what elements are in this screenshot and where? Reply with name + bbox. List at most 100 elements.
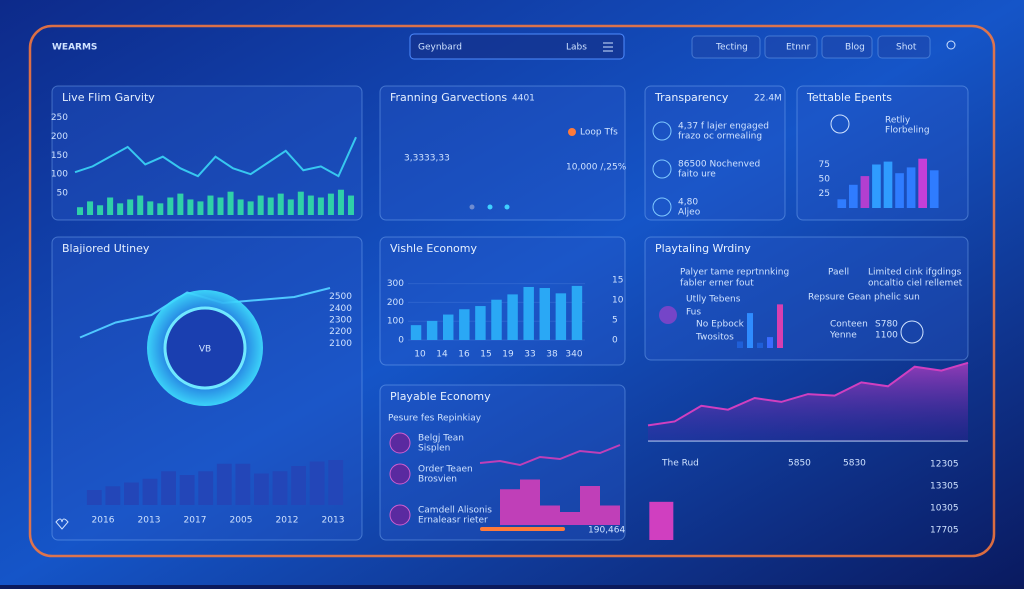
tick-label: 250 (51, 113, 68, 123)
line (74, 136, 357, 178)
item-title: Camdell Alisonis (418, 506, 492, 516)
nav-button[interactable] (821, 35, 873, 59)
bar (124, 482, 139, 505)
search-icon[interactable] (946, 40, 956, 50)
panel-title: Playtaling Wrdiny (655, 242, 751, 255)
bar (442, 314, 454, 340)
search-tag: Labs (566, 43, 587, 53)
heart-icon[interactable] (55, 518, 69, 530)
subtitle: Pesure fes Repinkiay (388, 414, 482, 424)
line (647, 361, 969, 427)
tick-label: 2100 (329, 339, 352, 349)
item: Utlly Tebens (686, 295, 741, 305)
area (648, 362, 968, 441)
nav-label[interactable]: Shot (896, 43, 917, 53)
bar (860, 176, 870, 208)
bar (257, 195, 264, 215)
item: Paell (828, 268, 849, 278)
bar (337, 189, 344, 215)
x-label: 2013 (138, 516, 161, 526)
tag: Loop Tfs (580, 128, 618, 138)
x-label: 33 (524, 350, 535, 360)
search-text: Geynbard (418, 43, 462, 53)
item-icon (652, 197, 672, 217)
nav-label[interactable]: Etnnr (786, 43, 811, 53)
item-title: Belgj Tean (418, 434, 464, 444)
x-label: 14 (436, 350, 448, 360)
bar (918, 158, 927, 208)
bar (177, 193, 184, 215)
subvalue: 10,000 /,25% (566, 163, 627, 173)
nav-button[interactable] (691, 35, 761, 59)
nav-button[interactable] (764, 35, 818, 59)
item: fabler erner fout (680, 279, 754, 289)
icon (830, 114, 850, 134)
value-label: 17705 (930, 526, 959, 536)
search-box[interactable] (409, 33, 625, 60)
bar (906, 167, 916, 208)
value: 22.4M (754, 94, 782, 104)
item: Palyer tame reprtnnking (680, 268, 789, 278)
bar (600, 505, 620, 525)
bar (540, 505, 560, 525)
tick-label: 2200 (329, 327, 352, 337)
pager-dot[interactable] (487, 204, 493, 210)
avatar (659, 306, 677, 324)
bar (287, 199, 294, 215)
bar (539, 288, 551, 340)
x-label: 2005 (230, 516, 253, 526)
x-label: 19 (502, 350, 514, 360)
bar (737, 341, 743, 348)
panel (379, 236, 626, 366)
bar (142, 478, 158, 505)
x-label: 10 (414, 350, 426, 360)
bar (309, 461, 325, 505)
tick-label: 0 (398, 336, 404, 346)
nav-label[interactable]: Tecting (715, 43, 748, 53)
item-title: 4,37 f lajer engaged (678, 122, 769, 132)
bar (187, 199, 194, 215)
item-icon (389, 504, 411, 526)
bar (227, 191, 234, 215)
nav-label[interactable]: Blog (845, 43, 865, 53)
bar (127, 199, 134, 215)
axis-label: 5850 (788, 459, 811, 469)
nav-button[interactable] (877, 35, 931, 59)
item-sub: Aljeo (678, 208, 701, 218)
frame (28, 24, 996, 558)
coin-icon (900, 320, 924, 344)
x-label: 2016 (92, 516, 115, 526)
pager-dot[interactable] (504, 204, 510, 210)
bar (86, 490, 102, 505)
bar (107, 197, 114, 215)
panel-title: Vishle Economy (390, 242, 478, 255)
tick-label: 100 (387, 317, 404, 327)
tick-label: 100 (51, 170, 68, 180)
bar (872, 164, 881, 208)
bar (297, 191, 304, 215)
item-icon (389, 432, 411, 454)
item: Twositos (695, 333, 734, 343)
bar (87, 201, 94, 215)
bar (272, 471, 288, 505)
bar (777, 304, 783, 348)
value-label: 10305 (930, 504, 959, 514)
item: Florbeling (885, 126, 930, 136)
item: Limited cink ifgdings (868, 268, 962, 278)
bar (307, 195, 314, 215)
tick-label: 300 (387, 279, 404, 289)
item: S780 (875, 320, 898, 330)
bar (179, 475, 195, 505)
pager-dot[interactable] (469, 204, 475, 210)
x-label: 2013 (322, 516, 345, 526)
panel-title: Playable Economy (390, 390, 491, 403)
panel-title: Franning Garvections (390, 91, 507, 104)
bar (267, 197, 274, 215)
bar (883, 161, 893, 208)
tag-dot (568, 128, 576, 136)
bar (520, 479, 540, 525)
bar (157, 203, 164, 215)
panel-title: Blajiored Utiney (62, 242, 150, 255)
bar (167, 197, 174, 215)
